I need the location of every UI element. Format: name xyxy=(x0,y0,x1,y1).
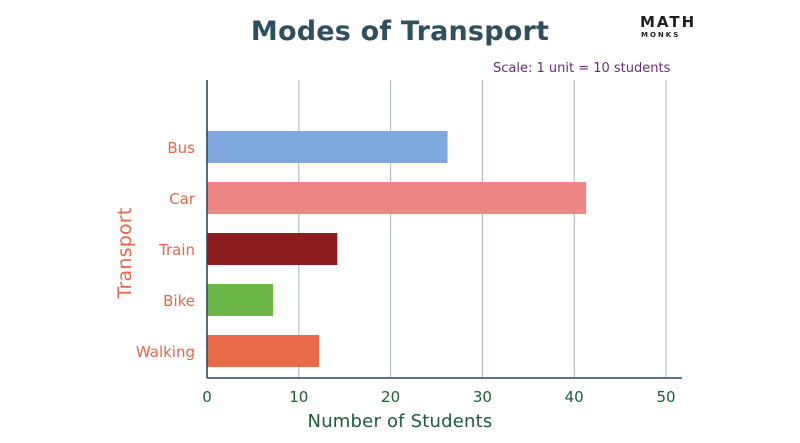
grid-lines xyxy=(298,80,667,378)
x-tick-label: 0 xyxy=(202,388,212,406)
y-axis-title: Transport xyxy=(114,207,136,299)
category-label-walking: Walking xyxy=(136,343,195,361)
bars xyxy=(207,131,587,367)
x-tick-label: 10 xyxy=(289,388,308,406)
category-labels: Bus Car Train Bike Walking xyxy=(136,139,196,361)
brand-logo: MATH MONKS xyxy=(640,15,710,39)
scale-note: Scale: 1 unit = 10 students xyxy=(493,61,671,76)
x-tick-label: 40 xyxy=(565,388,584,406)
x-tick-label: 50 xyxy=(656,388,675,406)
category-label-bus: Bus xyxy=(167,139,195,157)
logo-main-text: MATH xyxy=(640,13,697,31)
logo-sub-text: MONKS xyxy=(641,31,681,39)
bar-bike xyxy=(207,284,274,316)
x-tick-labels: 0 10 20 30 40 50 xyxy=(202,388,675,406)
category-label-car: Car xyxy=(169,190,196,208)
x-tick-label: 30 xyxy=(473,388,492,406)
category-label-train: Train xyxy=(158,241,195,259)
x-tick-label: 20 xyxy=(381,388,400,406)
bar-walking xyxy=(207,335,319,367)
bar-train xyxy=(207,233,338,265)
category-label-bike: Bike xyxy=(163,292,195,310)
chart-title: Modes of Transport xyxy=(250,16,550,47)
x-axis-title: Number of Students xyxy=(307,411,493,432)
bar-bus xyxy=(207,131,448,163)
bar-car xyxy=(207,182,587,214)
